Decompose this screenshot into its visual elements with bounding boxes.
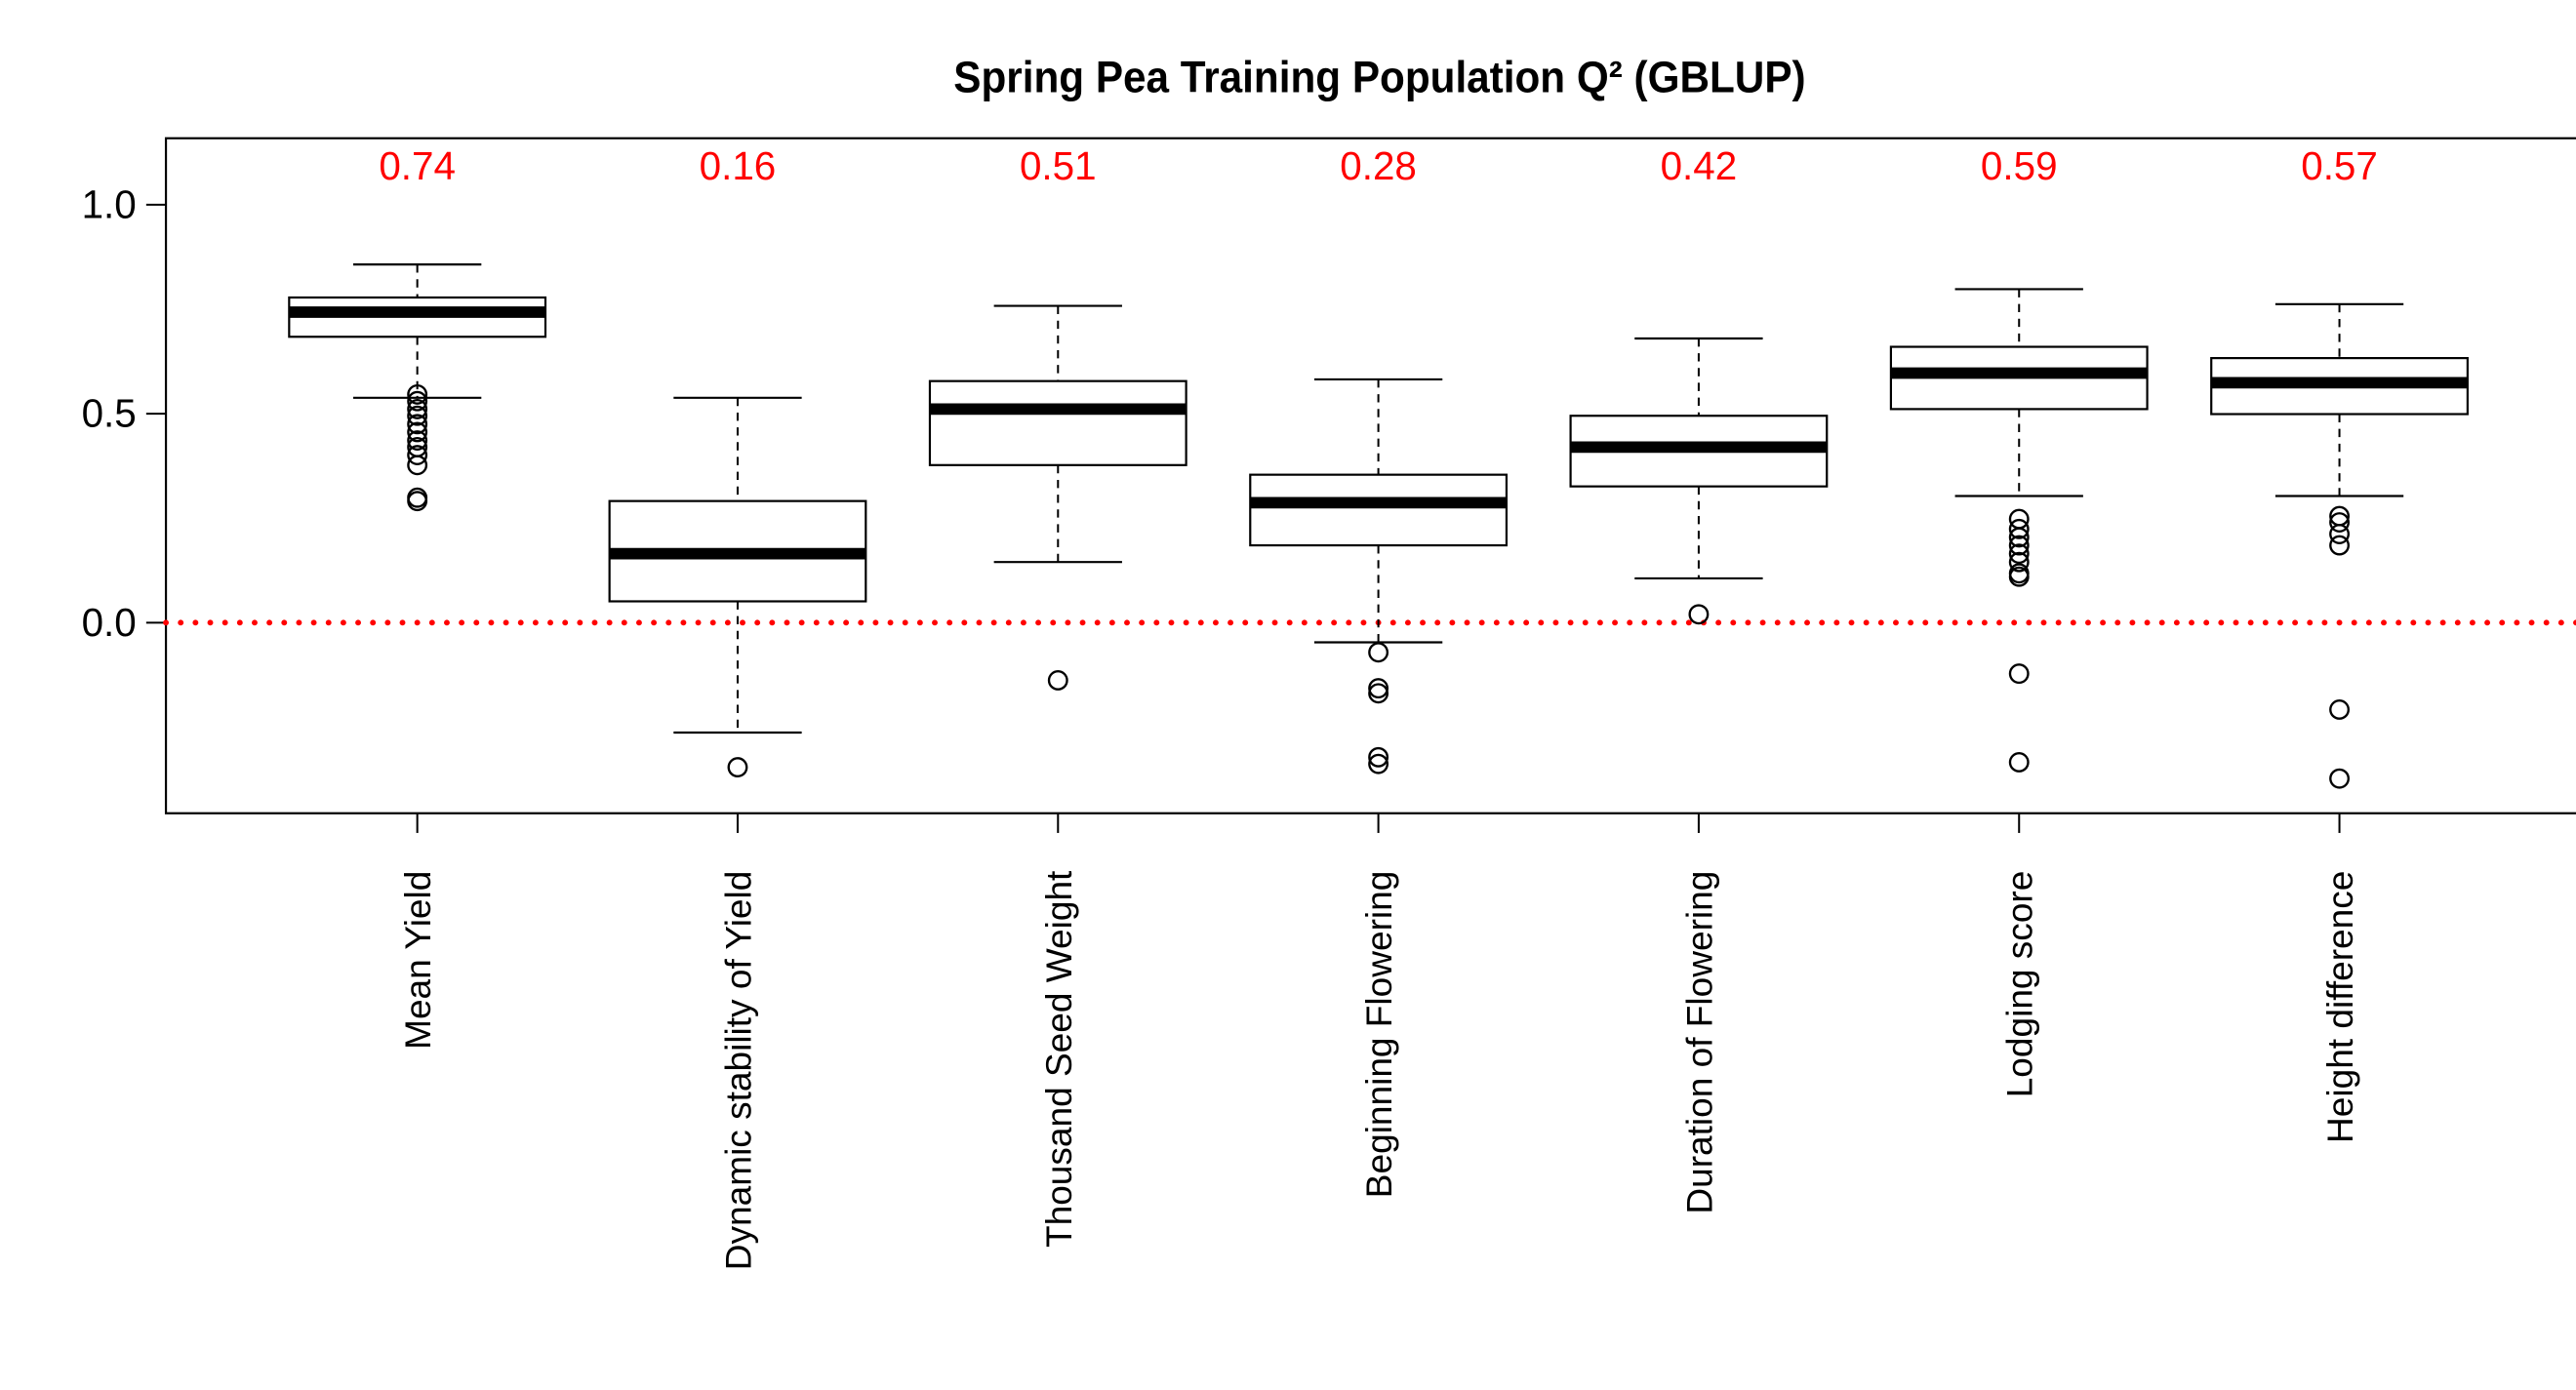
x-tick-label: Beginning Flowering bbox=[1358, 871, 1399, 1199]
outlier bbox=[407, 405, 428, 426]
outlier bbox=[407, 445, 428, 465]
annotation: 0.74 bbox=[379, 143, 456, 188]
x-tick-label: Thousand Seed Weight bbox=[1038, 870, 1079, 1248]
annotation: 0.42 bbox=[1661, 143, 1738, 188]
annotation: 0.51 bbox=[1020, 143, 1097, 188]
outlier bbox=[1368, 678, 1389, 699]
outlier bbox=[407, 414, 428, 435]
outlier bbox=[2329, 512, 2350, 533]
outlier bbox=[2008, 527, 2030, 548]
outlier bbox=[2008, 566, 2030, 587]
y-tick-label: 1.0 bbox=[82, 181, 137, 226]
outlier bbox=[1368, 683, 1389, 704]
outlier bbox=[2008, 551, 2030, 573]
y-tick-label: 0.0 bbox=[82, 600, 137, 645]
x-tick-label: Mean Yield bbox=[397, 871, 438, 1050]
box bbox=[928, 379, 1187, 466]
outlier bbox=[1368, 746, 1389, 768]
outlier bbox=[1368, 642, 1389, 663]
outlier bbox=[727, 757, 748, 778]
outlier bbox=[407, 421, 428, 443]
x-tick-label: Lodging score bbox=[1999, 871, 2040, 1098]
outlier bbox=[407, 390, 428, 412]
outlier bbox=[407, 430, 428, 451]
plot-frame bbox=[164, 137, 2576, 814]
outlier bbox=[2008, 518, 2030, 539]
outlier bbox=[2329, 699, 2350, 720]
annotation: 0.59 bbox=[1981, 143, 2058, 188]
box bbox=[1249, 473, 1509, 547]
x-tick-label: Height difference bbox=[2319, 871, 2360, 1143]
outlier bbox=[1047, 670, 1068, 691]
outlier bbox=[407, 398, 428, 419]
annotation: 0.28 bbox=[1340, 143, 1417, 188]
x-tick-label: Dynamic stability of Yield bbox=[717, 871, 758, 1271]
outlier bbox=[2329, 535, 2350, 556]
outlier bbox=[2329, 524, 2350, 544]
outlier bbox=[407, 455, 428, 476]
x-tick-label: Duration of Flowering bbox=[1678, 871, 1719, 1214]
y-tick-label: 0.5 bbox=[82, 391, 137, 436]
annotation: 0.16 bbox=[700, 143, 777, 188]
outlier bbox=[407, 383, 428, 405]
chart-title: Spring Pea Training Population Q² (GBLUP… bbox=[953, 53, 1805, 102]
annotation: 0.57 bbox=[2301, 143, 2378, 188]
outlier bbox=[2008, 663, 2030, 685]
outlier bbox=[2329, 768, 2350, 789]
outlier bbox=[2008, 752, 2030, 773]
outlier bbox=[2008, 543, 2030, 565]
outlier bbox=[1688, 604, 1710, 625]
outlier bbox=[2008, 535, 2030, 556]
outlier bbox=[407, 491, 428, 512]
outlier bbox=[1368, 753, 1389, 774]
